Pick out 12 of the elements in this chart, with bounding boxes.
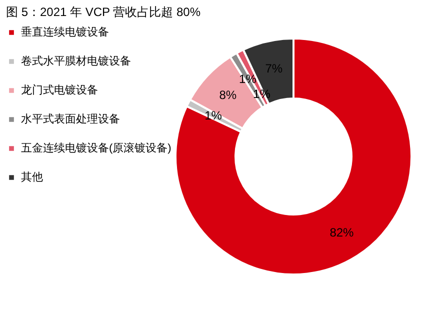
chart-title: 图 5：2021 年 VCP 营收占比超 80% <box>6 5 201 19</box>
legend-label: 龙门式电镀设备 <box>21 84 98 96</box>
data-label: 1% <box>204 108 222 123</box>
legend-label: 其他 <box>21 170 43 184</box>
legend-label: 卷式水平膜材电镀设备 <box>21 54 131 68</box>
donut-slice <box>174 38 412 276</box>
data-label: 1% <box>239 72 257 86</box>
legend-label: 垂直连续电镀设备 <box>21 26 109 38</box>
legend-label: 五金连续电镀设备(原滚镀设备) <box>21 142 172 154</box>
legend-label: 水平式表面处理设备 <box>21 112 120 126</box>
data-label: 82% <box>330 225 354 240</box>
data-label: 8% <box>219 88 237 102</box>
